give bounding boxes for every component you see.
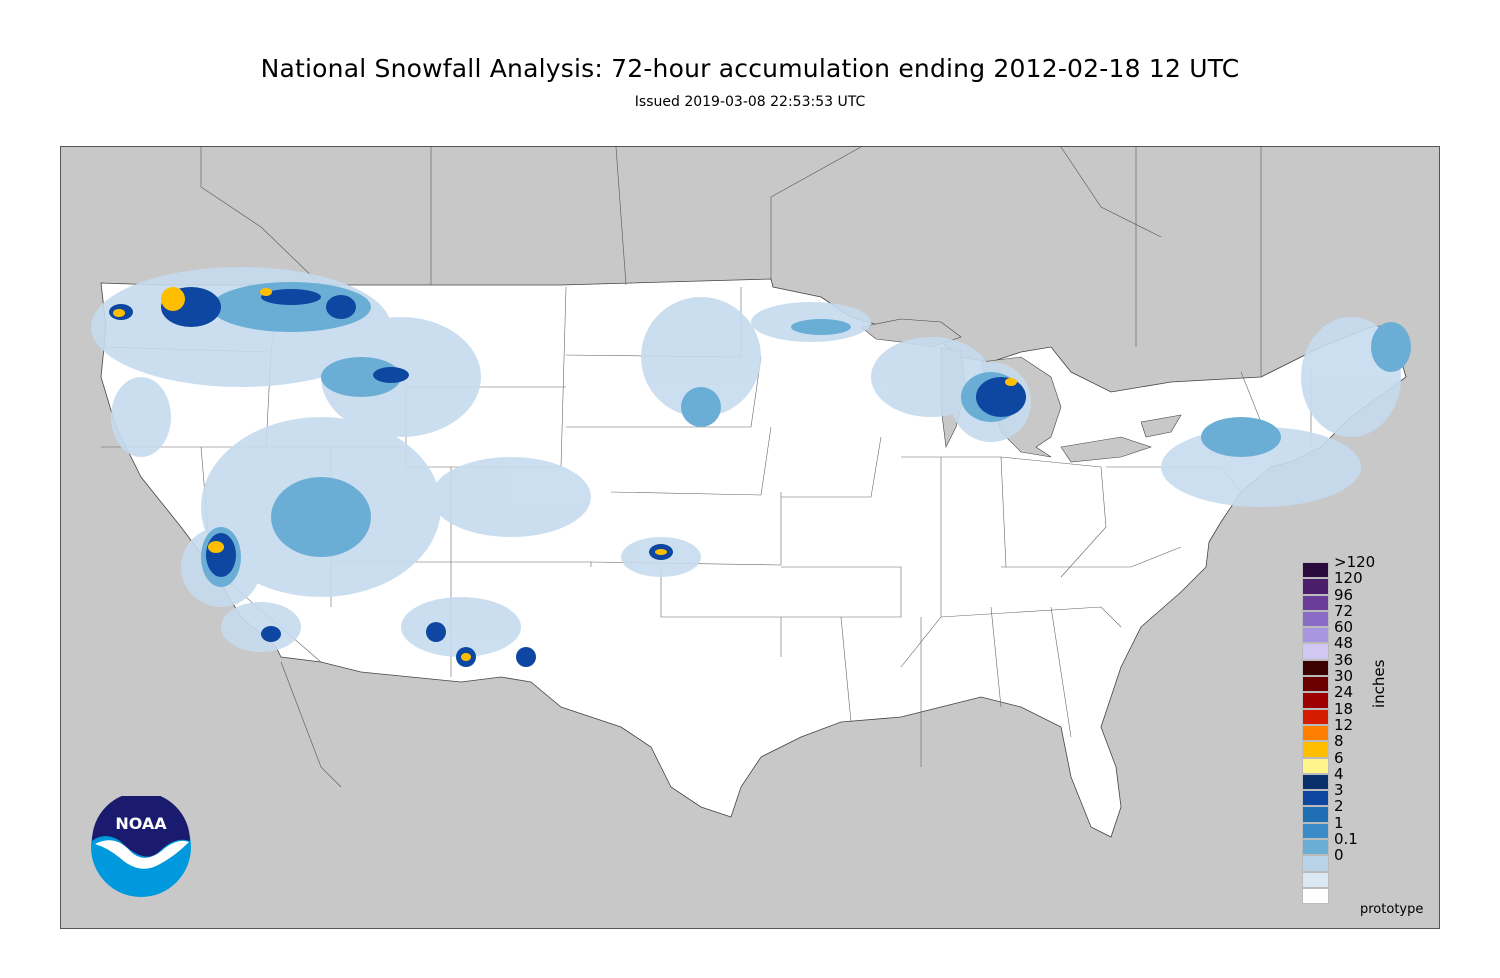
legend-swatch: [1302, 627, 1329, 644]
legend-swatch: [1302, 773, 1329, 791]
legend-swatch: [1302, 724, 1329, 742]
legend-swatch: [1302, 692, 1329, 709]
legend-label: 3: [1334, 781, 1344, 800]
snowfall-map[interactable]: [60, 146, 1440, 929]
legend-label: 6: [1334, 748, 1344, 767]
legend-swatch: [1302, 839, 1329, 856]
legend-label: 36: [1334, 650, 1354, 669]
legend-swatch: [1302, 887, 1329, 905]
noaa-logo: NOAA: [90, 792, 192, 898]
legend-label: 48: [1334, 634, 1354, 653]
legend-label: 72: [1334, 601, 1354, 620]
noaa-logo-text: NOAA: [115, 814, 167, 833]
legend-swatch: [1302, 594, 1329, 611]
noaa-emblem: NOAA: [91, 792, 191, 897]
legend-swatch: [1302, 643, 1329, 660]
legend-swatch: [1302, 578, 1329, 595]
legend-label: 18: [1334, 699, 1354, 718]
legend-swatch: [1302, 790, 1329, 807]
legend-swatch: [1302, 562, 1329, 579]
legend-label: 60: [1334, 618, 1354, 637]
legend-swatch: [1302, 708, 1329, 725]
legend-colorbar: [1302, 562, 1330, 905]
legend-label: 8: [1334, 732, 1344, 751]
legend-label: 24: [1334, 683, 1354, 702]
legend-label: 12: [1334, 715, 1354, 734]
legend-labels: >120 120 96 72 60 48 36 30 24 18 12 8 6 4 3 2 1 0.1 0: [1334, 554, 1375, 864]
legend-label: 2: [1334, 797, 1344, 816]
map-title: National Snowfall Analysis: 72-hour accu…: [260, 54, 1240, 83]
legend-label: 30: [1334, 667, 1354, 686]
legend-swatch: [1302, 806, 1329, 823]
issued-timestamp: Issued 2019-03-08 22:53:53 UTC: [634, 94, 866, 110]
legend-label: 120: [1334, 569, 1363, 588]
legend-unit-label: inches: [1370, 659, 1388, 708]
legend-swatch: [1302, 741, 1329, 758]
legend-swatch: [1302, 610, 1329, 628]
legend-swatch: [1302, 855, 1329, 872]
snowfall-extreme: [113, 287, 1017, 661]
legend-swatch: [1302, 757, 1329, 774]
legend-label: 4: [1334, 764, 1344, 783]
legend-swatch: [1302, 822, 1329, 840]
country-borders: [200, 147, 1262, 788]
prototype-label: prototype: [1360, 902, 1424, 917]
legend-swatch: [1302, 871, 1329, 888]
map-canvas: [91, 147, 1411, 838]
legend-label: 0.1: [1334, 830, 1358, 849]
legend-swatch: [1302, 659, 1329, 677]
legend-swatch: [1302, 676, 1329, 693]
legend-label: 0: [1334, 846, 1344, 865]
legend-label: 1: [1334, 813, 1344, 832]
legend-label: >120: [1334, 553, 1376, 571]
legend-label: 96: [1334, 585, 1354, 604]
